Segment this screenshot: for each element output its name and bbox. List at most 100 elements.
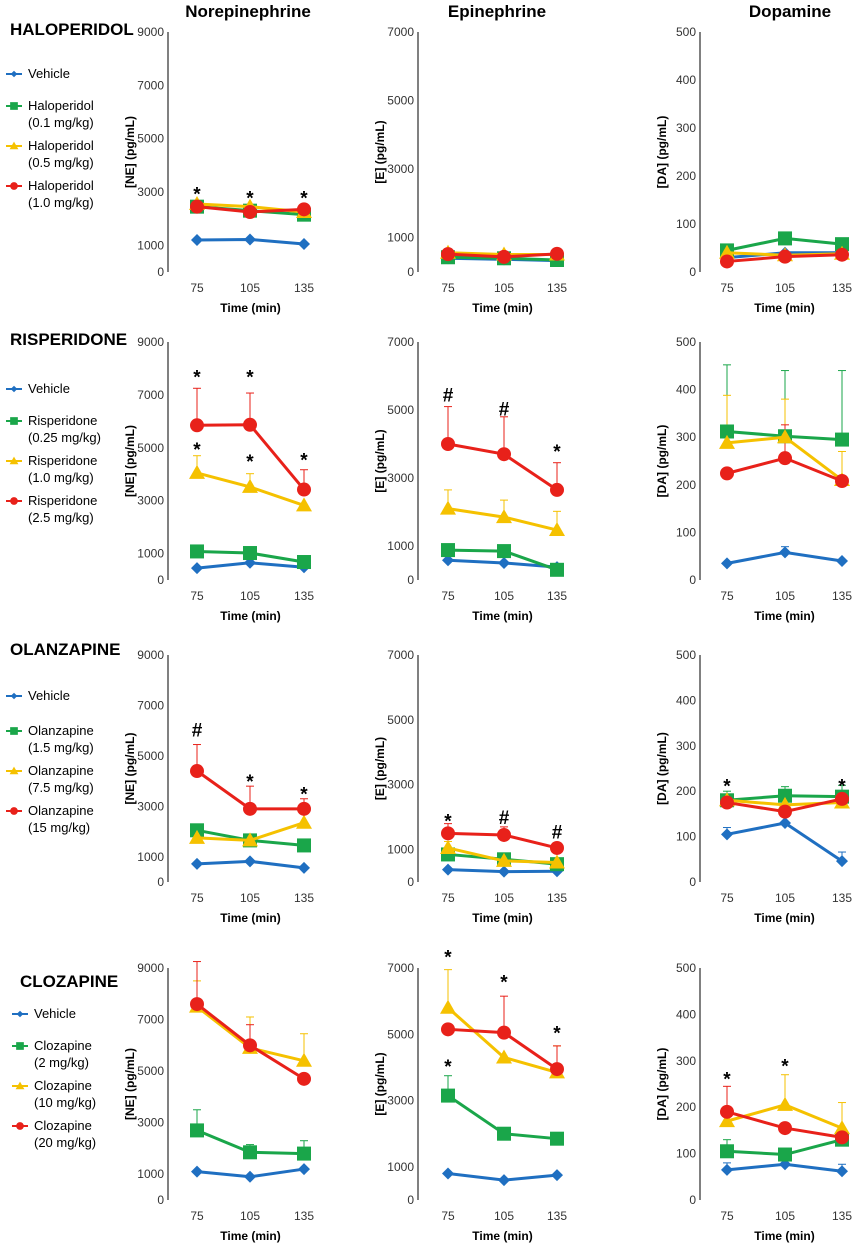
- data-point: [835, 247, 849, 262]
- data-point: [442, 554, 454, 567]
- y-tick-label: 500: [676, 961, 696, 975]
- legend-item: Haloperidol (0.5 mg/kg): [6, 138, 94, 170]
- significance-marker: *: [193, 367, 201, 388]
- significance-marker: #: [552, 823, 563, 844]
- x-tick-label: 135: [294, 281, 314, 295]
- y-tick-label: 200: [676, 784, 696, 798]
- x-axis-label: Time (min): [754, 301, 814, 315]
- x-axis-label: Time (min): [754, 609, 814, 623]
- data-point: [720, 1104, 734, 1119]
- legend-label-dose: (2.5 mg/kg): [28, 510, 94, 525]
- legend-marker: [10, 807, 18, 815]
- data-point: [834, 1120, 850, 1135]
- chart-clozapine-dopamine: 0 100 200 300 400 500 75 105 135 Time (min) [DA] (…: [655, 961, 852, 1243]
- legend-label: Haloperidol: [28, 98, 94, 113]
- x-tick-label: 105: [240, 281, 260, 295]
- y-tick-label: 7000: [387, 335, 414, 349]
- data-point: [497, 544, 511, 559]
- x-axis-label: Time (min): [472, 609, 532, 623]
- y-axis-label: [NE] (pg/mL): [123, 1048, 137, 1120]
- legends: HALOPERIDOL Vehicle Haloperidol (0.1 mg/kg)…: [6, 20, 134, 1150]
- legend-item: Vehicle: [6, 688, 70, 703]
- legend-label-dose: (1.0 mg/kg): [28, 470, 94, 485]
- significance-marker: *: [444, 947, 452, 968]
- legend-label-dose: (0.1 mg/kg): [28, 115, 94, 130]
- significance-marker: *: [500, 972, 508, 993]
- y-tick-label: 1000: [387, 231, 414, 245]
- y-tick-label: 1000: [137, 850, 164, 864]
- data-point: [298, 1163, 310, 1176]
- significance-marker: *: [444, 811, 452, 832]
- x-tick-label: 105: [775, 891, 795, 905]
- x-tick-label: 135: [832, 1209, 852, 1223]
- y-tick-label: 1000: [387, 1160, 414, 1174]
- legend-label: Risperidone: [28, 493, 97, 508]
- data-point: [296, 497, 312, 512]
- significance-marker: *: [838, 776, 846, 797]
- legend-item: Clozapine (10 mg/kg): [12, 1078, 96, 1110]
- data-point: [441, 437, 455, 451]
- data-point: [550, 246, 564, 261]
- data-point: [498, 557, 510, 569]
- y-tick-label: 0: [407, 1193, 414, 1207]
- data-point: [190, 544, 204, 559]
- data-point: [550, 482, 564, 497]
- data-point: [835, 1130, 849, 1145]
- legend-label: Clozapine: [34, 1038, 92, 1053]
- data-point: [777, 429, 793, 444]
- significance-marker: *: [444, 1057, 452, 1078]
- data-point: [189, 464, 205, 479]
- legend-marker: [10, 497, 18, 505]
- data-point: [720, 795, 734, 810]
- y-tick-label: 0: [407, 265, 414, 279]
- data-point: [243, 801, 257, 816]
- y-tick-label: 200: [676, 478, 696, 492]
- x-tick-label: 105: [494, 1209, 514, 1223]
- data-point: [297, 1146, 311, 1161]
- x-tick-label: 135: [547, 589, 567, 603]
- x-tick-label: 105: [494, 281, 514, 295]
- data-point: [497, 447, 511, 462]
- legend-label: Olanzapine: [28, 723, 94, 738]
- data-point: [550, 562, 564, 577]
- x-axis-label: Time (min): [220, 301, 280, 315]
- x-axis-label: Time (min): [220, 1229, 280, 1243]
- data-point: [496, 852, 512, 867]
- legend-label-dose: (0.25 mg/kg): [28, 430, 101, 445]
- y-tick-label: 300: [676, 121, 696, 135]
- data-point: [441, 247, 455, 262]
- significance-marker: *: [553, 442, 561, 463]
- x-tick-label: 75: [441, 281, 455, 295]
- data-point: [778, 1147, 792, 1162]
- legend-label-dose: (2 mg/kg): [34, 1055, 89, 1070]
- legend-marker: [10, 182, 18, 190]
- data-point: [835, 791, 849, 806]
- y-tick-label: 400: [676, 1007, 696, 1021]
- data-point: [297, 1071, 311, 1086]
- x-tick-label: 75: [720, 589, 734, 603]
- data-point: [296, 814, 312, 829]
- data-point: [720, 1144, 734, 1159]
- legend-marker: [9, 766, 19, 775]
- data-point: [721, 557, 733, 570]
- x-tick-label: 75: [720, 891, 734, 905]
- legend-label-dose: (7.5 mg/kg): [28, 780, 94, 795]
- data-point: [497, 827, 511, 842]
- y-tick-label: 100: [676, 217, 696, 231]
- legend-label: Haloperidol: [28, 178, 94, 193]
- y-tick-label: 3000: [387, 1094, 414, 1108]
- chart-olanzapine-dopamine: 0 100 200 300 400 500 75 105 135 Time (min) [DA] (…: [655, 648, 852, 925]
- y-tick-label: 500: [676, 648, 696, 662]
- y-tick-label: 0: [407, 573, 414, 587]
- x-tick-label: 135: [832, 891, 852, 905]
- significance-marker: *: [300, 451, 308, 472]
- x-tick-label: 135: [547, 1209, 567, 1223]
- legend-marker: [10, 417, 18, 425]
- y-tick-label: 1000: [137, 547, 164, 561]
- x-axis-label: Time (min): [220, 911, 280, 925]
- legend-item: Vehicle: [6, 381, 70, 396]
- legend-label-dose: (10 mg/kg): [34, 1095, 96, 1110]
- y-tick-label: 0: [157, 875, 164, 889]
- data-point: [243, 1145, 257, 1160]
- x-axis-label: Time (min): [472, 1229, 532, 1243]
